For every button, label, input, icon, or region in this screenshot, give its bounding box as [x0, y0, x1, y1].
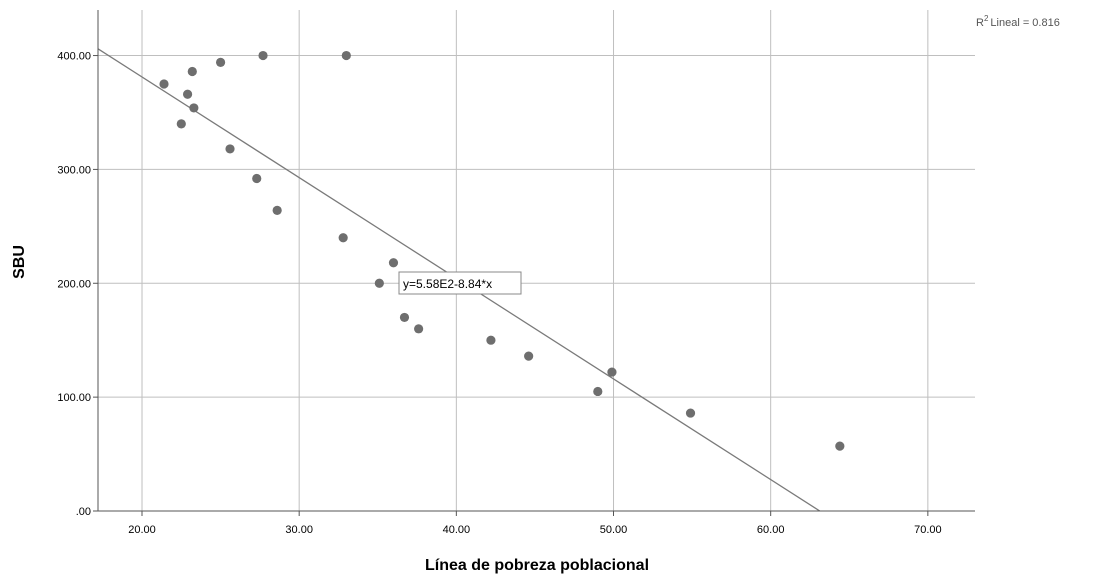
- y-tick-labels: .00 100.00 200.00 300.00 400.00: [57, 51, 91, 518]
- x-tick-label: 30.00: [285, 524, 313, 536]
- x-tick-label: 70.00: [914, 524, 942, 536]
- y-tick-label: 100.00: [57, 392, 91, 404]
- equation-box: y=5.58E2-8.84*x: [398, 271, 522, 295]
- data-point: [225, 144, 235, 154]
- data-point: [374, 278, 384, 288]
- data-point: [258, 50, 268, 61]
- x-tick-label: 40.00: [443, 524, 471, 536]
- data-point: [176, 119, 186, 129]
- data-point: [388, 258, 399, 268]
- y-tick-label: 300.00: [57, 164, 91, 176]
- y-axis-title: SBU: [11, 245, 28, 279]
- data-point: [486, 335, 496, 345]
- equation-label: y=5.58E2-8.84*x: [403, 277, 492, 291]
- data-point: [524, 351, 534, 361]
- y-tick-label: .00: [76, 506, 91, 518]
- data-point: [215, 57, 226, 67]
- points-layer: [159, 50, 845, 451]
- data-point: [187, 66, 197, 77]
- data-point: [593, 386, 603, 397]
- x-tick-label: 60.00: [757, 524, 785, 536]
- data-point: [835, 441, 845, 451]
- x-tick-label: 20.00: [128, 524, 156, 536]
- data-point: [399, 312, 410, 323]
- axes: [93, 10, 975, 516]
- data-point: [341, 50, 351, 61]
- data-point: [272, 205, 282, 215]
- y-tick-label: 400.00: [57, 51, 91, 63]
- data-point: [414, 324, 424, 334]
- data-point: [607, 367, 617, 377]
- data-point: [685, 408, 696, 418]
- y-tick-label: 200.00: [57, 278, 91, 290]
- data-point: [182, 89, 193, 99]
- data-point: [159, 79, 169, 89]
- data-point: [338, 233, 348, 243]
- data-point: [189, 103, 199, 113]
- x-axis-title: Línea de pobreza poblacional: [425, 557, 649, 574]
- x-tick-label: 50.00: [600, 524, 628, 536]
- x-tick-labels: 20.00 30.00 40.00 50.00 60.00 70.00: [128, 524, 941, 536]
- r-squared-label: R2 Lineal = 0.816: [976, 14, 1060, 29]
- data-point: [252, 173, 262, 184]
- grid: [98, 10, 975, 511]
